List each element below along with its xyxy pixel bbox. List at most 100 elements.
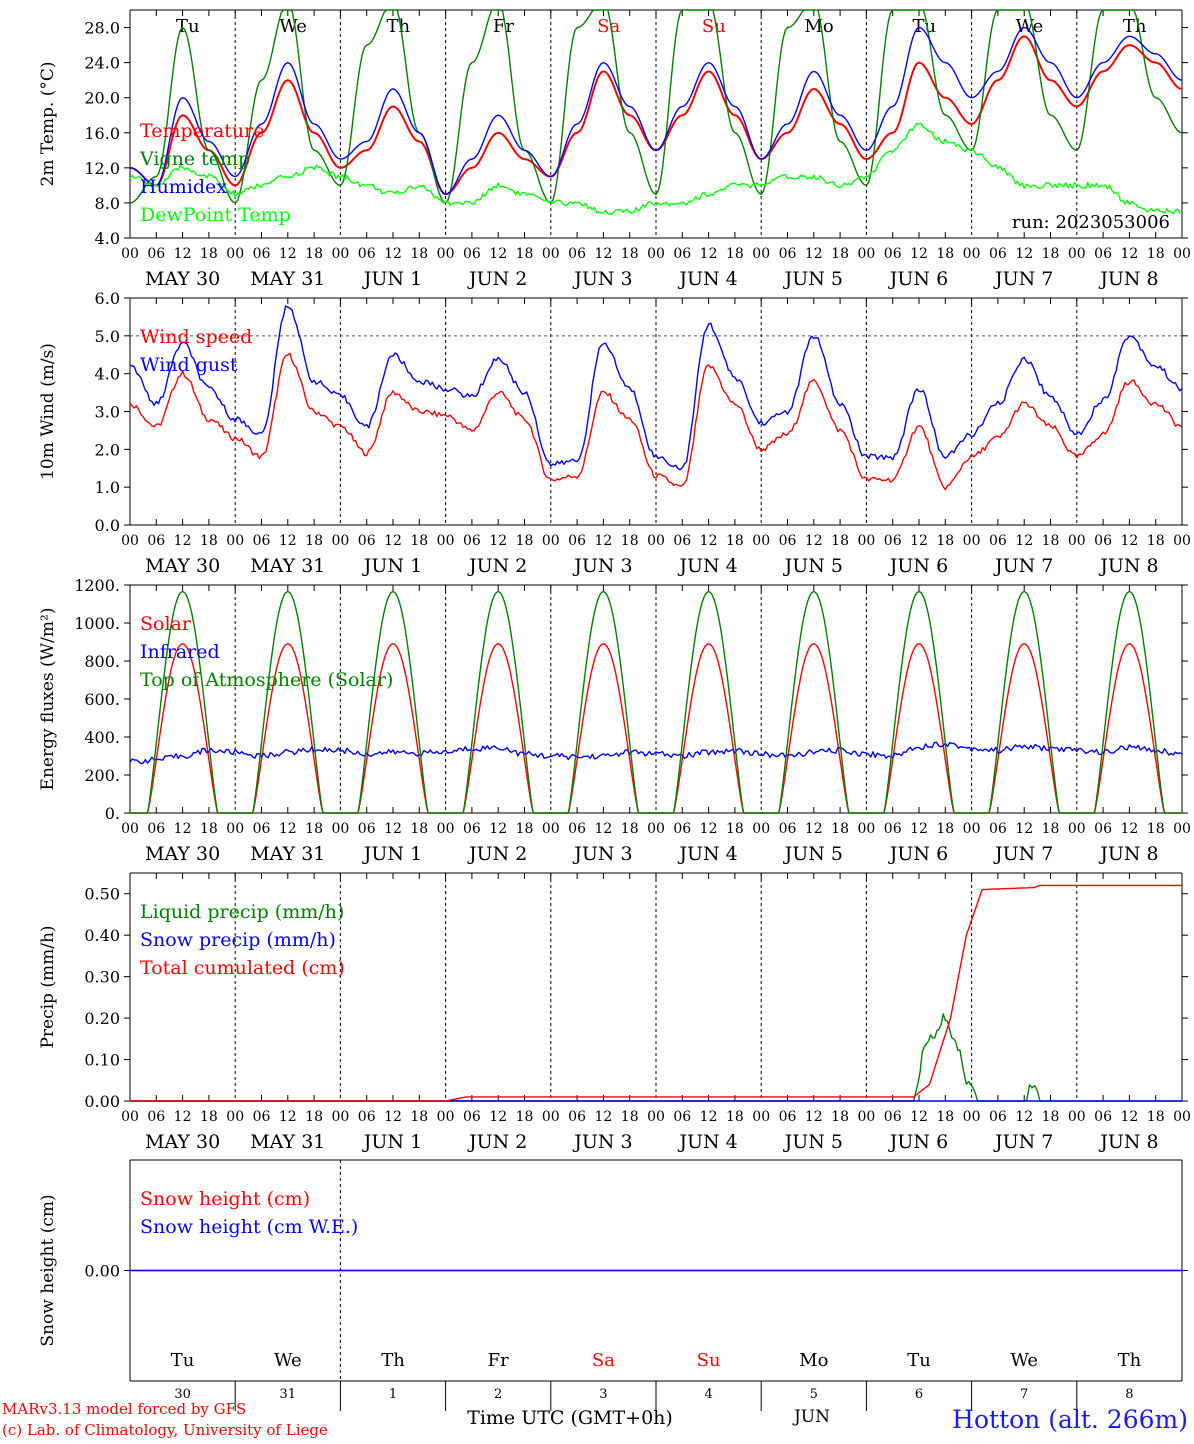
x-tick-label: 12: [805, 1109, 823, 1125]
x-tick-label: 00: [647, 533, 665, 549]
x-tick-label: 06: [779, 533, 797, 549]
x-tick-label: 18: [410, 821, 428, 837]
x-tick-label: 06: [253, 821, 271, 837]
series-line: [129, 122, 1183, 215]
x-tick-label: 00: [1068, 533, 1086, 549]
x-tick-label: 00: [752, 1109, 770, 1125]
x-tick-label: 18: [726, 533, 744, 549]
x-tick-label: 00: [121, 533, 139, 549]
date-label: MAY 30: [145, 1131, 220, 1153]
date-label: JUN 8: [1098, 268, 1158, 290]
x-tick-label: 12: [594, 246, 612, 262]
x-tick-label: 12: [1015, 1109, 1033, 1125]
legend-entry: Top of Atmosphere (Solar): [140, 669, 393, 691]
legend-entry: Humidex: [140, 176, 227, 198]
legend-entry: Snow precip (mm/h): [140, 929, 336, 951]
x-tick-label: 06: [147, 246, 165, 262]
x-tick-label: 12: [384, 246, 402, 262]
x-tick-label: 18: [516, 246, 534, 262]
x-tick-label: 12: [174, 1109, 192, 1125]
x-tick-label: 00: [331, 821, 349, 837]
x-tick-label: 12: [1120, 1109, 1138, 1125]
day-name: Th: [1123, 16, 1147, 37]
day-name: Mo: [799, 1350, 828, 1371]
station-label: Hotton (alt. 266m): [952, 1405, 1188, 1434]
x-tick-label: 00: [1173, 821, 1191, 837]
date-label: JUN 1: [362, 555, 422, 577]
x-tick-label: 00: [963, 246, 981, 262]
run-label: run: 2023053006: [1012, 212, 1170, 233]
panel-5: Snow height (cm) 0.00 Snow height (cm) Snow…: [38, 1159, 1188, 1411]
x-tick-label: 00: [226, 246, 244, 262]
x-tick-label: 12: [1015, 533, 1033, 549]
date-label: MAY 31: [250, 268, 325, 290]
legend-entry: Total cumulated (cm): [140, 957, 345, 979]
x-tick-label: 06: [989, 533, 1007, 549]
x-tick-label: 00: [857, 533, 875, 549]
date-label: JUN 6: [888, 1131, 948, 1153]
x-tick-label: 12: [910, 821, 928, 837]
date-label: JUN 4: [677, 1131, 737, 1153]
day-name: Th: [1118, 1350, 1142, 1371]
day-name: We: [1016, 16, 1044, 37]
x-tick-label: 18: [410, 246, 428, 262]
x-tick-label: 06: [358, 533, 376, 549]
bottom-axis: Tu 30 We 31 Th 1 Fr 2 Sa 3 Su 4 Mo 5 Tu 6 We 7 Th 8 Time UTC…: [2, 1350, 1188, 1439]
date-label: JUN 6: [888, 843, 948, 865]
y-axis-label: Precip (mm/h): [38, 925, 58, 1048]
legend-entry: Liquid precip (mm/h): [140, 901, 344, 923]
y-tick-label: 800.: [84, 652, 120, 671]
x-tick-label: 06: [884, 246, 902, 262]
x-tick-label: 12: [174, 246, 192, 262]
date-label: JUN 5: [783, 843, 843, 865]
x-tick-label: 18: [410, 533, 428, 549]
day-name: Tu: [171, 1350, 195, 1371]
x-tick-label: 18: [621, 1109, 639, 1125]
x-tick-label: 00: [542, 1109, 560, 1125]
y-tick-label: 16.0: [84, 124, 120, 143]
x-tick-label: 18: [1042, 1109, 1060, 1125]
date-label: JUN 7: [993, 555, 1053, 577]
y-tick-label: 200.: [84, 766, 120, 785]
x-tick-label: 00: [647, 821, 665, 837]
date-label: JUN 3: [572, 1131, 632, 1153]
x-tick-label: 18: [305, 533, 323, 549]
date-label: JUN 7: [993, 843, 1053, 865]
date-label: JUN 7: [993, 1131, 1053, 1153]
x-tick-label: 06: [884, 533, 902, 549]
x-tick-label: 06: [253, 246, 271, 262]
y-tick-label: 400.: [84, 728, 120, 747]
y-tick-label: 0.40: [84, 926, 120, 945]
y-tick-label: 12.0: [84, 159, 120, 178]
x-tick-label: 12: [805, 246, 823, 262]
date-label: JUN 2: [467, 555, 527, 577]
day-name: Th: [381, 1350, 405, 1371]
x-tick-label: 00: [121, 821, 139, 837]
x-tick-label: 18: [1147, 821, 1165, 837]
date-label: MAY 31: [250, 843, 325, 865]
day-name: Tu: [176, 16, 200, 37]
date-label: JUN 2: [467, 1131, 527, 1153]
day-number: 7: [1020, 1387, 1028, 1402]
x-tick-label: 12: [700, 1109, 718, 1125]
x-tick-label: 18: [200, 1109, 218, 1125]
y-tick-label: 8.0: [95, 194, 120, 213]
day-number: 4: [704, 1387, 712, 1402]
x-tick-label: 12: [700, 533, 718, 549]
x-tick-label: 12: [489, 246, 507, 262]
y-tick-label: 20.0: [84, 89, 120, 108]
day-name: We: [279, 16, 307, 37]
x-tick-label: 12: [1015, 821, 1033, 837]
x-tick-label: 18: [831, 821, 849, 837]
x-tick-label: 18: [726, 1109, 744, 1125]
day-name: Fr: [493, 16, 514, 37]
date-label: MAY 31: [250, 1131, 325, 1153]
date-label: MAY 31: [250, 555, 325, 577]
x-tick-label: 12: [174, 821, 192, 837]
day-number: 6: [915, 1387, 923, 1402]
y-axis-label: Snow height (cm): [38, 1194, 58, 1346]
day-number: 3: [599, 1387, 607, 1402]
series-line: [129, 305, 1183, 471]
x-tick-label: 18: [200, 246, 218, 262]
x-tick-label: 00: [121, 1109, 139, 1125]
